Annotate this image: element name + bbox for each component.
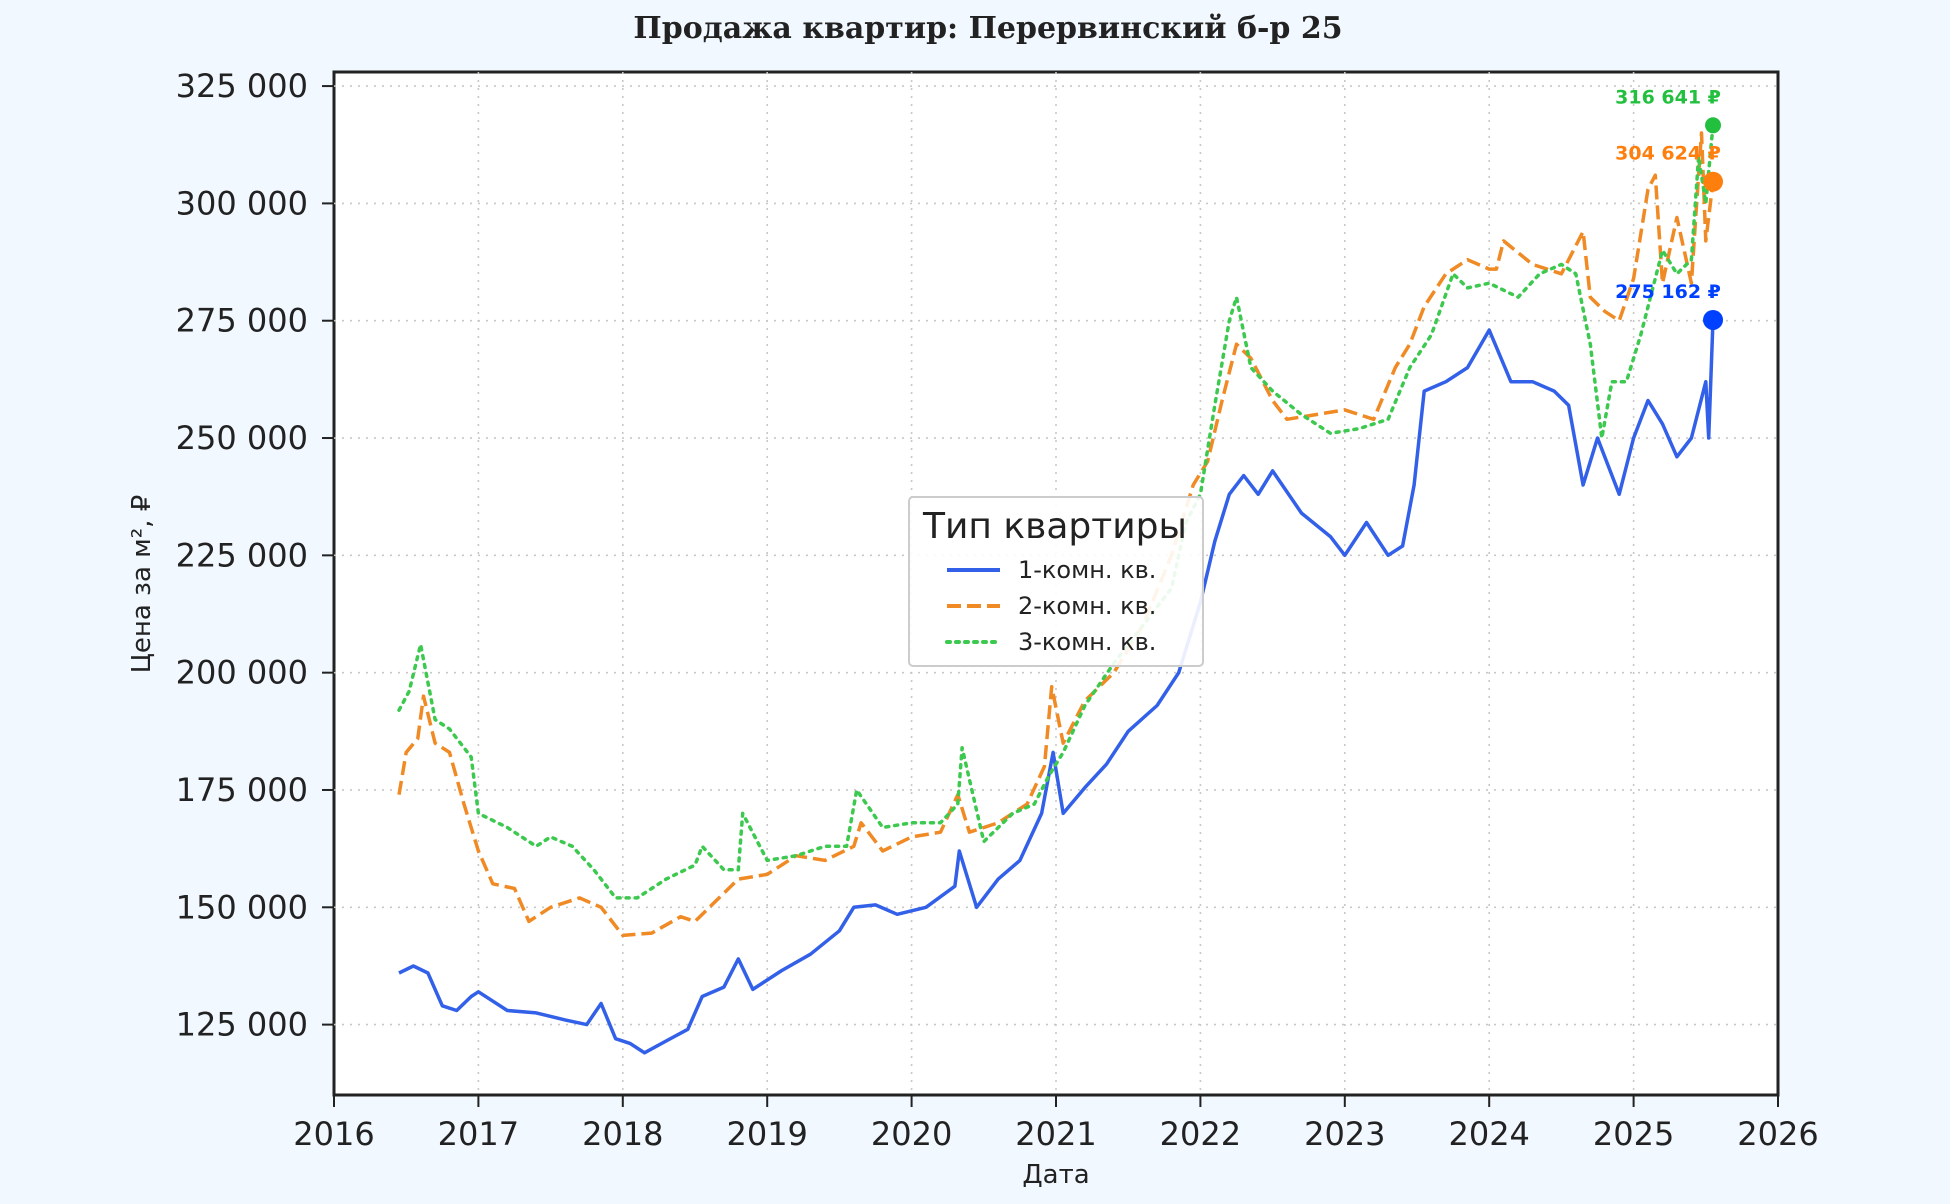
end-value-label-3: 316 641 ₽ xyxy=(1615,86,1721,108)
x-tick-label: 2020 xyxy=(871,1115,952,1153)
y-tick-label: 300 000 xyxy=(176,184,308,222)
x-tick-label: 2017 xyxy=(438,1115,519,1153)
axes: 2016 2017 2018 2019 2020 2021 2022 2023 2024 2025… xyxy=(176,67,1819,1153)
series-line-2 xyxy=(397,131,1715,938)
y-tick-label: 150 000 xyxy=(176,888,308,926)
x-axis-label: Дата xyxy=(1022,1160,1089,1190)
x-tick-label: 2023 xyxy=(1304,1115,1385,1153)
legend-title: Тип квартиры xyxy=(922,506,1187,547)
legend-label-2: 2-комн. кв. xyxy=(1018,592,1156,620)
end-point-3 xyxy=(1705,117,1722,134)
y-axis-label: Цена за м², ₽ xyxy=(127,495,157,674)
y-tick-label: 175 000 xyxy=(176,771,308,809)
x-tick-label: 2024 xyxy=(1448,1115,1529,1153)
series-line-1 xyxy=(398,319,1715,1055)
y-tick-label: 275 000 xyxy=(176,302,308,340)
x-tick-label: 2022 xyxy=(1160,1115,1241,1153)
x-tick-label: 2025 xyxy=(1593,1115,1674,1153)
y-tick-label: 325 000 xyxy=(176,67,308,105)
y-tick-label: 200 000 xyxy=(176,654,308,692)
series-lines xyxy=(397,123,1715,1055)
end-value-label-2: 304 624 ₽ xyxy=(1615,143,1721,165)
legend-label-1: 1-комн. кв. xyxy=(1018,556,1156,584)
end-point-1 xyxy=(1703,309,1724,330)
y-tick-label: 125 000 xyxy=(176,1006,308,1044)
x-tick-label: 2019 xyxy=(726,1115,807,1153)
x-tick-label: 2018 xyxy=(582,1115,663,1153)
y-tick-label: 225 000 xyxy=(176,536,308,574)
legend-box xyxy=(908,496,1204,667)
legend: Тип квартиры 1-комн. кв. 2-комн. кв. 3-ком… xyxy=(908,496,1204,667)
end-value-label-1: 275 162 ₽ xyxy=(1615,281,1721,303)
x-tick-label: 2021 xyxy=(1015,1115,1096,1153)
series-line-3 xyxy=(397,123,1715,900)
legend-label-3: 3-комн. кв. xyxy=(1018,628,1156,656)
end-point-2 xyxy=(1703,171,1724,192)
x-tick-label: 2026 xyxy=(1737,1115,1818,1153)
y-tick-label: 250 000 xyxy=(176,419,308,457)
chart-title: Продажа квартир: Перервинский б-р 25 xyxy=(633,11,1342,46)
grid-lines xyxy=(334,72,1778,1095)
end-markers: 275 162 ₽ 304 624 ₽ 316 641 ₽ xyxy=(1615,86,1724,330)
legend-items: 1-комн. кв. 2-комн. кв. 3-комн. кв. xyxy=(945,556,1156,656)
x-tick-label: 2016 xyxy=(293,1115,374,1153)
